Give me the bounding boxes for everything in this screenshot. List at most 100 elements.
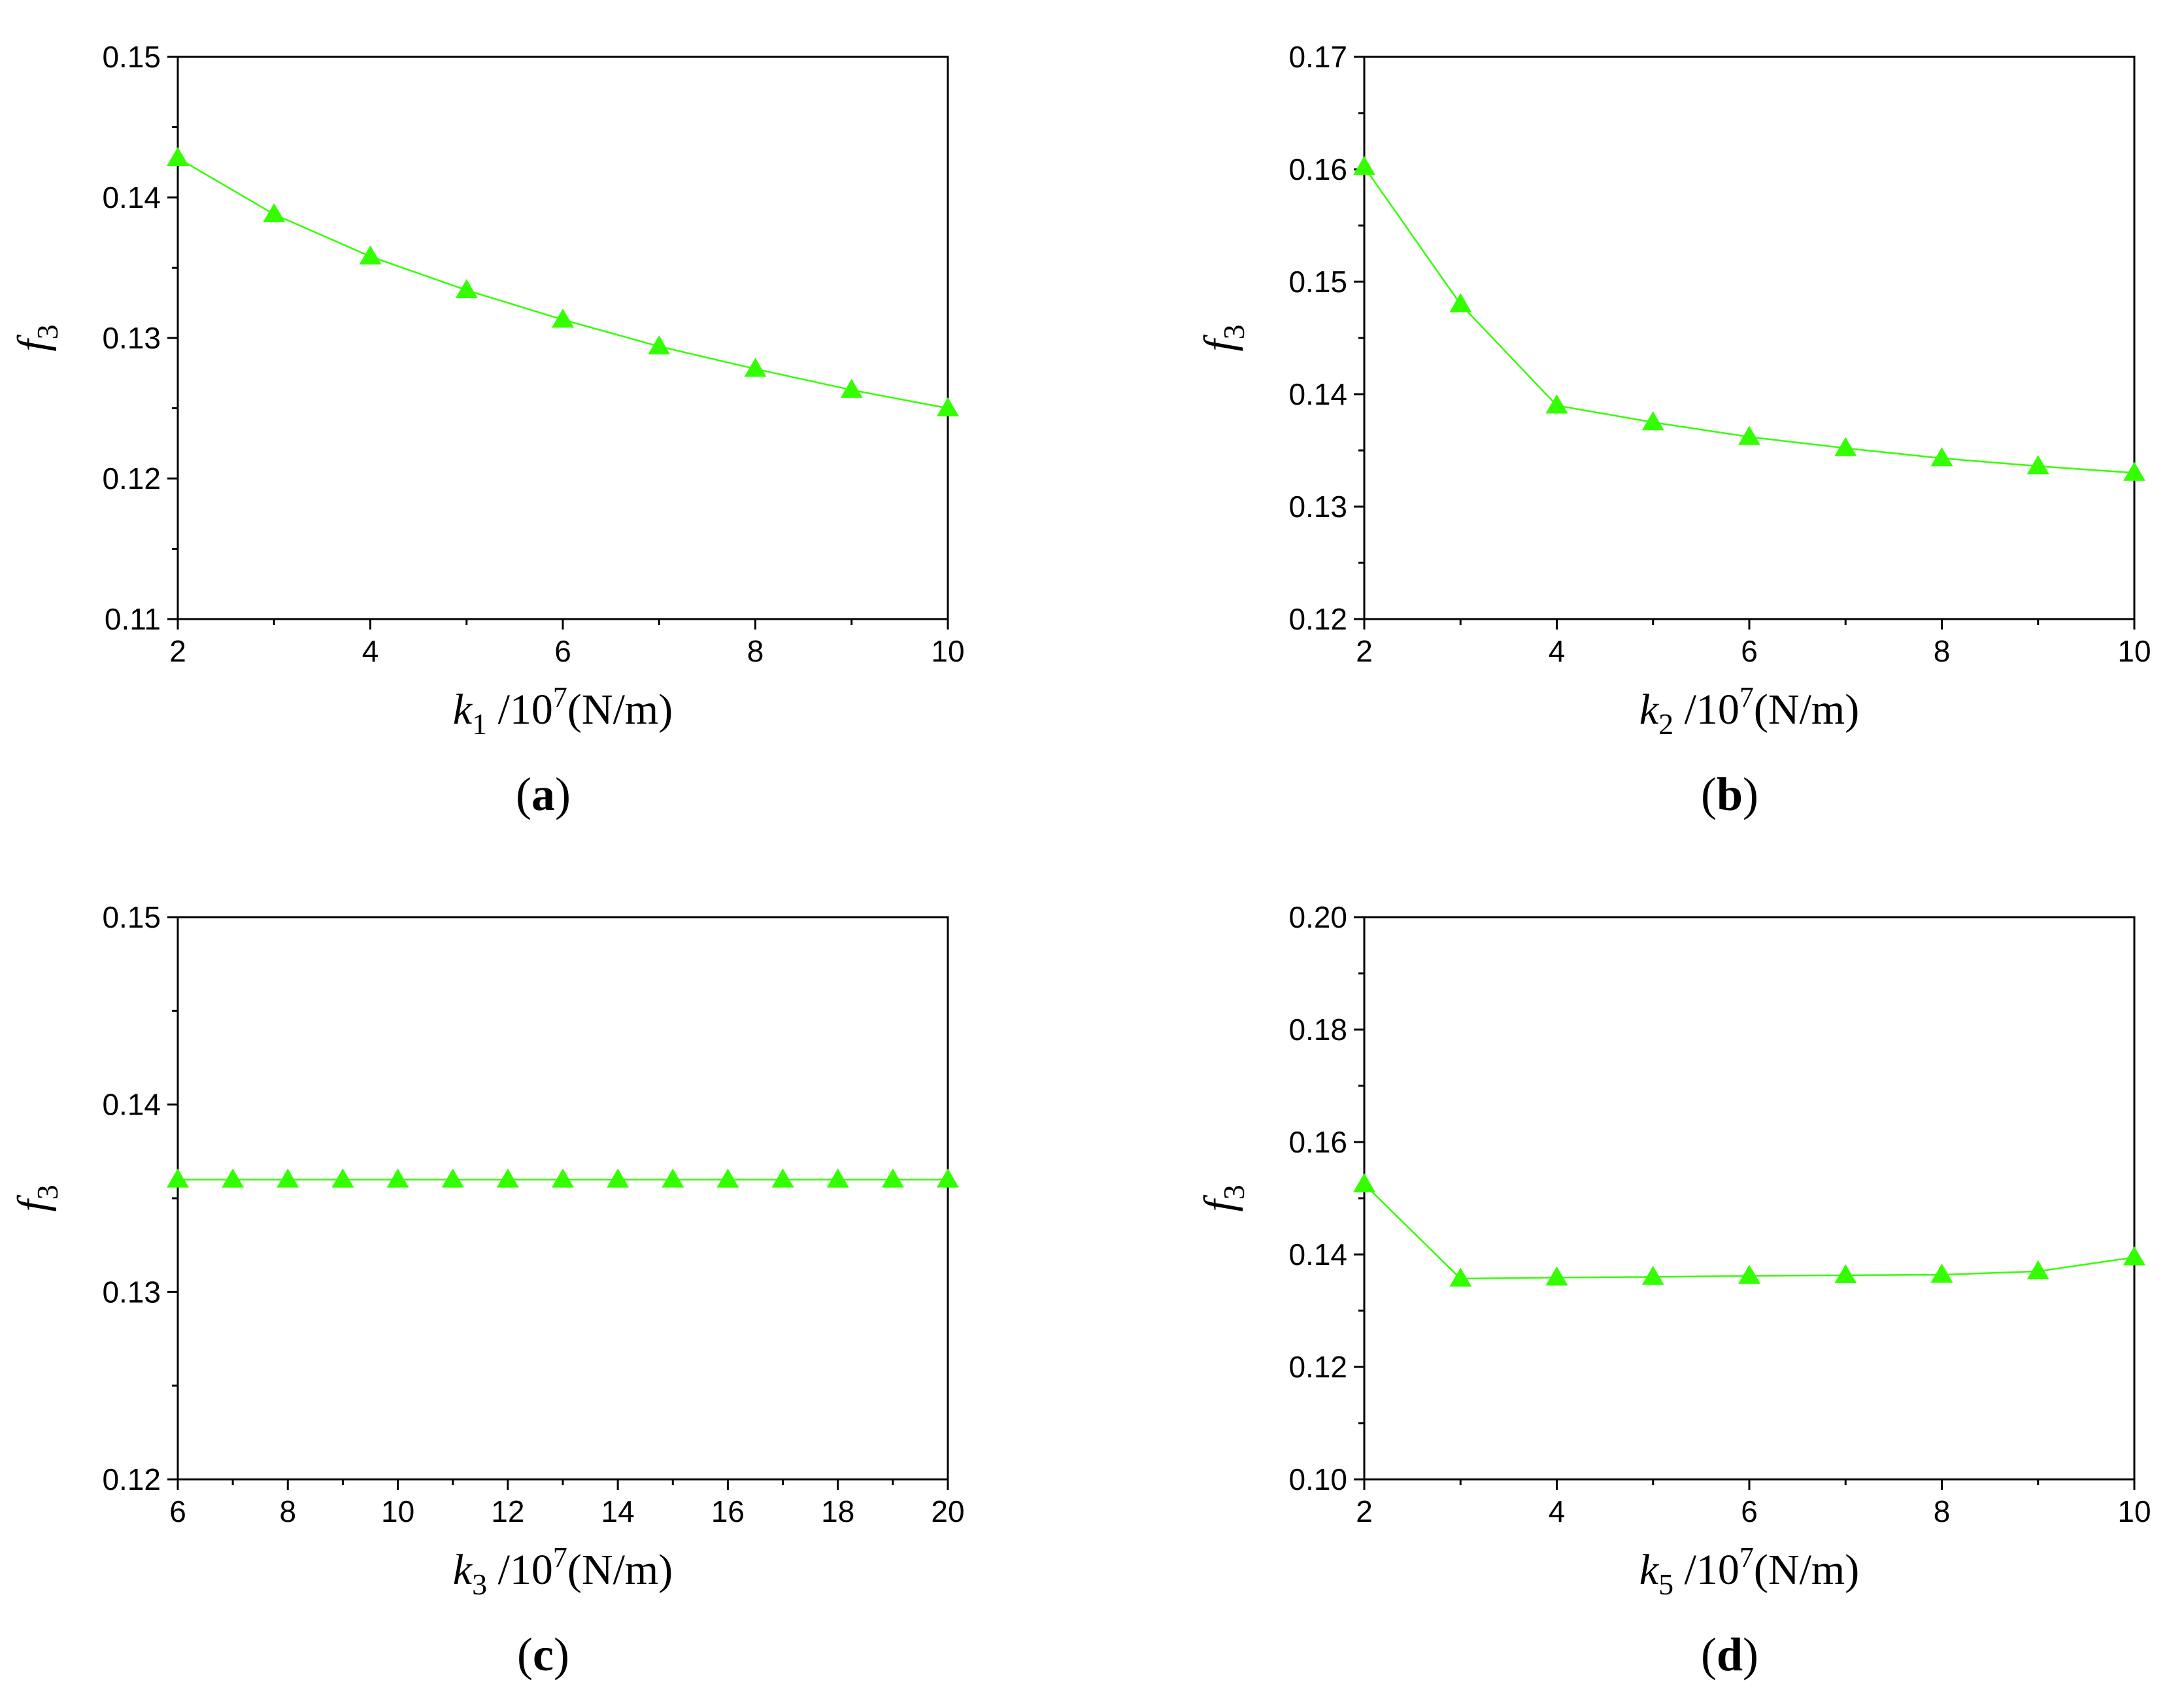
panel-label: (b) bbox=[1701, 768, 1758, 820]
x-tick-label: 10 bbox=[931, 634, 964, 668]
x-tick-label: 6 bbox=[1741, 1494, 1758, 1528]
x-axis-unit: (N/m) bbox=[1754, 1546, 1859, 1594]
data-point-marker bbox=[1930, 1263, 1953, 1283]
x-tick-label: 4 bbox=[1549, 634, 1566, 668]
x-tick-label: 10 bbox=[2117, 634, 2151, 668]
data-point-marker bbox=[331, 1168, 354, 1188]
data-point-marker bbox=[167, 1168, 189, 1188]
x-tick-label: 2 bbox=[1356, 634, 1373, 668]
y-axis-title: f3 bbox=[1196, 1185, 1251, 1211]
y-tick-label: 0.15 bbox=[102, 900, 161, 934]
x-axis-variable-subscript: 3 bbox=[472, 1568, 487, 1601]
y-tick-label: 0.17 bbox=[1288, 40, 1347, 74]
x-axis-unit-base: /10 bbox=[487, 1546, 553, 1594]
y-tick-label: 0.12 bbox=[102, 462, 161, 496]
x-tick-label: 10 bbox=[381, 1494, 414, 1528]
data-point-marker bbox=[1545, 1266, 1568, 1286]
panel-label-open-paren: ( bbox=[516, 768, 531, 820]
y-tick-label: 0.13 bbox=[1288, 490, 1347, 524]
data-point-marker bbox=[552, 1168, 574, 1188]
data-point-marker bbox=[359, 245, 382, 265]
x-axis-unit-exponent: 7 bbox=[553, 681, 567, 713]
y-tick-label: 0.12 bbox=[1288, 602, 1347, 636]
y-axis-variable-subscript: 3 bbox=[31, 324, 64, 339]
x-axis-variable: k bbox=[1639, 1546, 1660, 1594]
y-tick-label: 0.12 bbox=[1288, 1350, 1347, 1384]
x-axis-title: k3 /107(N/m) bbox=[453, 1541, 673, 1601]
x-axis-variable-subscript: 5 bbox=[1658, 1568, 1673, 1601]
x-tick-label: 20 bbox=[931, 1494, 964, 1528]
x-tick-label: 2 bbox=[1356, 1494, 1373, 1528]
x-tick-label: 8 bbox=[747, 634, 764, 668]
plot-frame bbox=[176, 916, 949, 1481]
data-point-marker bbox=[455, 278, 478, 299]
panel-label-letter: b bbox=[1717, 768, 1743, 820]
data-point-marker bbox=[2026, 455, 2049, 475]
panel-label: (d) bbox=[1701, 1628, 1758, 1681]
x-axis-variable-subscript: 1 bbox=[472, 707, 487, 741]
x-tick-label: 4 bbox=[362, 634, 379, 668]
data-point-marker bbox=[222, 1168, 244, 1188]
y-tick-label: 0.18 bbox=[1288, 1013, 1347, 1047]
panel-label-close-paren: ) bbox=[1743, 1628, 1758, 1681]
x-axis-variable-subscript: 2 bbox=[1658, 707, 1673, 741]
panel-label-close-paren: ) bbox=[1743, 768, 1758, 820]
data-point-marker bbox=[1545, 394, 1568, 414]
x-tick-label: 6 bbox=[554, 634, 571, 668]
data-point-marker bbox=[263, 203, 286, 223]
y-axis-variable-subscript: 3 bbox=[31, 1185, 64, 1200]
x-tick-label: 16 bbox=[711, 1494, 745, 1528]
y-tick-label: 0.11 bbox=[105, 602, 161, 636]
x-axis-variable: k bbox=[453, 686, 473, 733]
y-tick-label: 0.16 bbox=[1288, 152, 1347, 186]
y-tick-label: 0.14 bbox=[102, 180, 161, 214]
x-tick-label: 10 bbox=[2117, 1494, 2151, 1528]
y-axis-title: f3 bbox=[9, 324, 64, 351]
data-point-marker bbox=[716, 1168, 739, 1188]
panel-label-letter: c bbox=[533, 1628, 554, 1681]
series-line-f3 bbox=[1364, 1183, 2135, 1280]
data-point-marker bbox=[1738, 426, 1760, 445]
data-point-marker bbox=[1641, 411, 1664, 431]
chart-panel-a: 2 4 6 8 10 0.11 0.12 0.13 0.14 0.15 k1 /107(N/m) f3… bbox=[9, 40, 965, 820]
x-tick-label: 12 bbox=[491, 1494, 524, 1528]
y-tick-label: 0.13 bbox=[102, 321, 161, 355]
data-point-marker bbox=[1449, 293, 1472, 312]
y-tick-label: 0.15 bbox=[102, 40, 161, 74]
y-tick-label: 0.12 bbox=[102, 1462, 161, 1496]
x-tick-label: 8 bbox=[1934, 634, 1951, 668]
x-axis-unit-exponent: 7 bbox=[1739, 1541, 1754, 1573]
y-tick-label: 0.16 bbox=[1288, 1125, 1347, 1159]
series-line-f3 bbox=[177, 157, 949, 409]
plot-frame bbox=[1363, 56, 2136, 620]
data-point-marker bbox=[1834, 1264, 1857, 1284]
data-point-marker bbox=[937, 1168, 959, 1188]
y-axis-variable-subscript: 3 bbox=[1217, 1185, 1251, 1200]
x-axis-title: k1 /107(N/m) bbox=[453, 681, 673, 741]
data-point-marker bbox=[826, 1168, 849, 1188]
panel-label: (a) bbox=[516, 768, 571, 820]
x-tick-label: 6 bbox=[169, 1494, 186, 1528]
x-axis-title: k2 /107(N/m) bbox=[1639, 681, 1859, 741]
x-axis-unit-base: /10 bbox=[487, 686, 553, 733]
data-point-marker bbox=[1353, 156, 1375, 175]
x-tick-label: 8 bbox=[279, 1494, 296, 1528]
x-axis-unit-base: /10 bbox=[1673, 1546, 1739, 1594]
panel-label-letter: a bbox=[531, 768, 555, 820]
data-point-marker bbox=[607, 1168, 630, 1188]
data-point-marker bbox=[277, 1168, 299, 1188]
x-axis-variable: k bbox=[1639, 686, 1660, 733]
x-axis-variable: k bbox=[453, 1546, 473, 1594]
y-tick-label: 0.20 bbox=[1288, 900, 1347, 934]
panel-label-open-paren: ( bbox=[1701, 768, 1717, 820]
data-point-marker bbox=[552, 309, 574, 328]
data-point-marker bbox=[1449, 1267, 1472, 1287]
x-axis-unit-exponent: 7 bbox=[553, 1541, 567, 1573]
x-tick-label: 4 bbox=[1549, 1494, 1566, 1528]
panel-label: (c) bbox=[517, 1628, 569, 1681]
x-tick-label: 2 bbox=[169, 634, 186, 668]
x-axis-unit: (N/m) bbox=[567, 1546, 673, 1594]
data-point-marker bbox=[881, 1168, 904, 1188]
